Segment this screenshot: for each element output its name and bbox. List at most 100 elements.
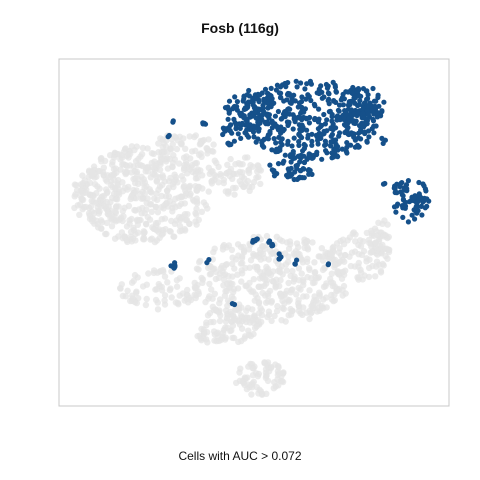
inactive-cell-point [264,290,272,297]
inactive-cell-point [172,299,180,306]
inactive-cell-point [336,245,343,252]
active-cell-point [273,140,279,146]
inactive-cell-point [318,304,325,311]
inactive-cell-point [241,335,248,342]
inactive-cell-point [152,220,160,227]
inactive-cell-point [291,275,298,283]
inactive-cell-point [217,336,225,344]
inactive-cell-point [249,288,257,295]
inactive-cell-point [375,219,382,226]
inactive-cell-point [127,233,134,240]
inactive-cell-point [249,306,256,313]
active-cell-point [405,219,411,225]
inactive-cell-point [275,363,282,370]
inactive-cell-point [300,281,307,289]
inactive-cell-point [259,289,266,297]
active-cell-point [360,110,366,116]
active-cell-point [294,162,300,168]
active-cell-point [275,108,281,115]
inactive-cell-point [230,295,237,302]
active-cell-point [200,120,206,126]
active-cell-point [333,125,339,131]
active-cell-point [252,109,258,115]
active-cell-point [166,132,172,139]
inactive-cell-point [268,363,275,371]
inactive-cell-point [312,297,320,304]
inactive-cell-point [176,222,184,230]
inactive-cell-point [293,291,300,298]
inactive-cell-point [276,282,283,290]
active-cell-point [371,98,377,104]
inactive-cell-point [239,253,246,260]
active-cell-point [404,186,410,192]
inactive-cell-point [131,206,138,214]
active-cell-point [325,90,331,96]
inactive-cell-point [152,203,160,211]
inactive-cell-point [250,276,257,283]
inactive-cell-point [170,178,178,185]
inactive-cell-point [274,376,281,383]
inactive-cell-point [342,290,349,297]
inactive-cell-point [329,279,337,287]
active-cell-point [289,143,295,149]
inactive-cell-point [210,148,217,155]
inactive-cell-point [222,188,229,195]
inactive-cell-point [273,307,281,315]
active-cell-point [371,123,377,129]
inactive-cell-point [211,290,218,297]
inactive-cell-point [170,183,177,191]
active-cell-point [265,105,271,111]
active-cell-point [242,130,248,136]
active-cell-point [418,195,424,201]
inactive-cell-point [176,228,184,235]
active-cell-point [278,94,284,100]
active-cell-point [306,93,312,100]
active-cell-point [280,128,286,134]
active-cell-point [278,139,284,145]
active-cell-point [343,111,349,117]
inactive-cell-point [130,277,137,284]
active-cell-point [291,135,297,141]
inactive-cell-point [307,310,314,317]
active-cell-point [314,90,320,96]
active-cell-point [288,165,294,171]
active-cell-point [232,94,238,100]
inactive-cell-point [355,274,362,281]
inactive-cell-point [204,339,211,346]
active-cell-point [306,167,312,173]
active-cell-point [288,159,294,165]
inactive-cell-point [193,159,200,167]
inactive-cell-point [248,391,255,398]
inactive-cell-point [99,219,106,226]
inactive-cell-point [153,161,160,168]
inactive-cell-point [255,299,263,306]
inactive-cell-point [203,145,210,152]
inactive-cell-point [229,254,236,261]
inactive-cell-point [265,269,272,276]
inactive-cell-point [112,208,119,215]
inactive-cell-point [168,294,175,301]
inactive-cell-point [374,247,381,254]
active-cells-layer [165,78,432,308]
active-cell-point [309,171,315,177]
active-cell-point [272,113,278,119]
inactive-cell-point [279,271,286,278]
active-cell-point [333,89,339,95]
inactive-cell-point [323,280,330,287]
inactive-cell-point [306,266,313,274]
inactive-cell-point [186,294,193,302]
active-cell-point [308,97,314,104]
active-cell-point [352,137,358,143]
inactive-cell-point [304,255,311,262]
inactive-cell-point [86,179,94,186]
inactive-cell-point [275,260,282,267]
active-cell-point [371,111,377,117]
inactive-cell-point [295,303,303,310]
inactive-cell-point [158,216,165,223]
inactive-cell-point [223,287,230,295]
inactive-cell-point [243,307,250,315]
inactive-cell-point [157,135,164,142]
active-cell-point [394,203,400,209]
active-cell-point [282,109,288,115]
inactive-cell-point [250,330,257,338]
